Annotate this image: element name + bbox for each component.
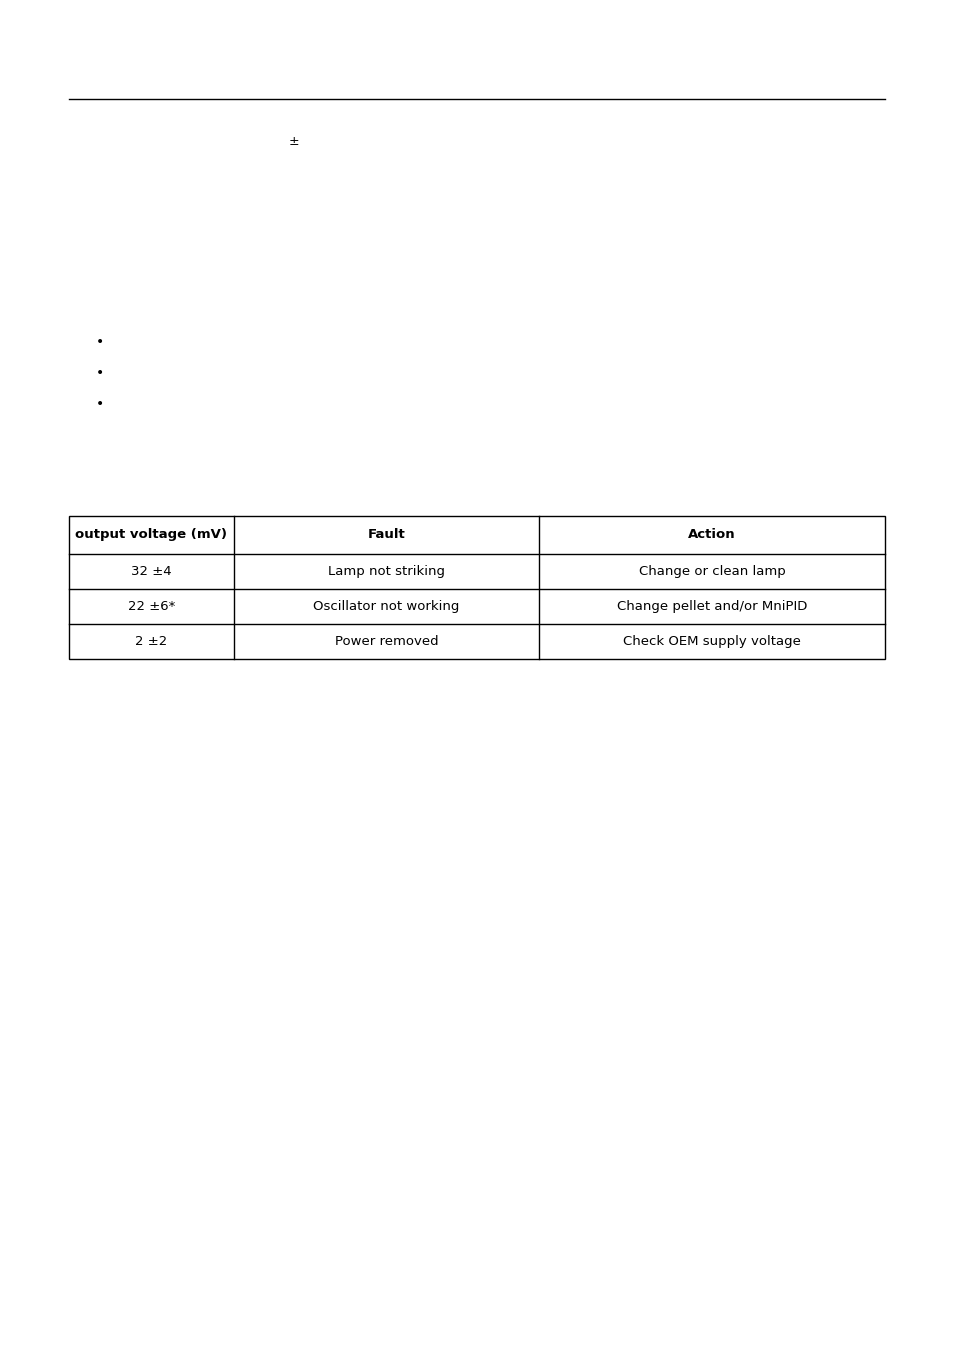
Text: 22 ±6*: 22 ±6* [128, 599, 174, 613]
Text: Power removed: Power removed [335, 634, 437, 648]
Text: Oscillator not working: Oscillator not working [313, 599, 459, 613]
Text: ±: ± [288, 135, 299, 148]
Text: Lamp not striking: Lamp not striking [328, 564, 444, 578]
Text: Change or clean lamp: Change or clean lamp [639, 564, 784, 578]
Text: Action: Action [688, 528, 735, 541]
Text: Fault: Fault [367, 528, 405, 541]
Text: 2 ±2: 2 ±2 [135, 634, 167, 648]
Text: Change pellet and/or MniPID: Change pellet and/or MniPID [617, 599, 806, 613]
Bar [69, 516, 884, 659]
Text: Check OEM supply voltage: Check OEM supply voltage [622, 634, 801, 648]
Text: •: • [96, 366, 104, 379]
Text: •: • [96, 397, 104, 410]
Text: 32 ±4: 32 ±4 [131, 564, 172, 578]
Text: •: • [96, 335, 104, 348]
Text: output voltage (mV): output voltage (mV) [75, 528, 227, 541]
